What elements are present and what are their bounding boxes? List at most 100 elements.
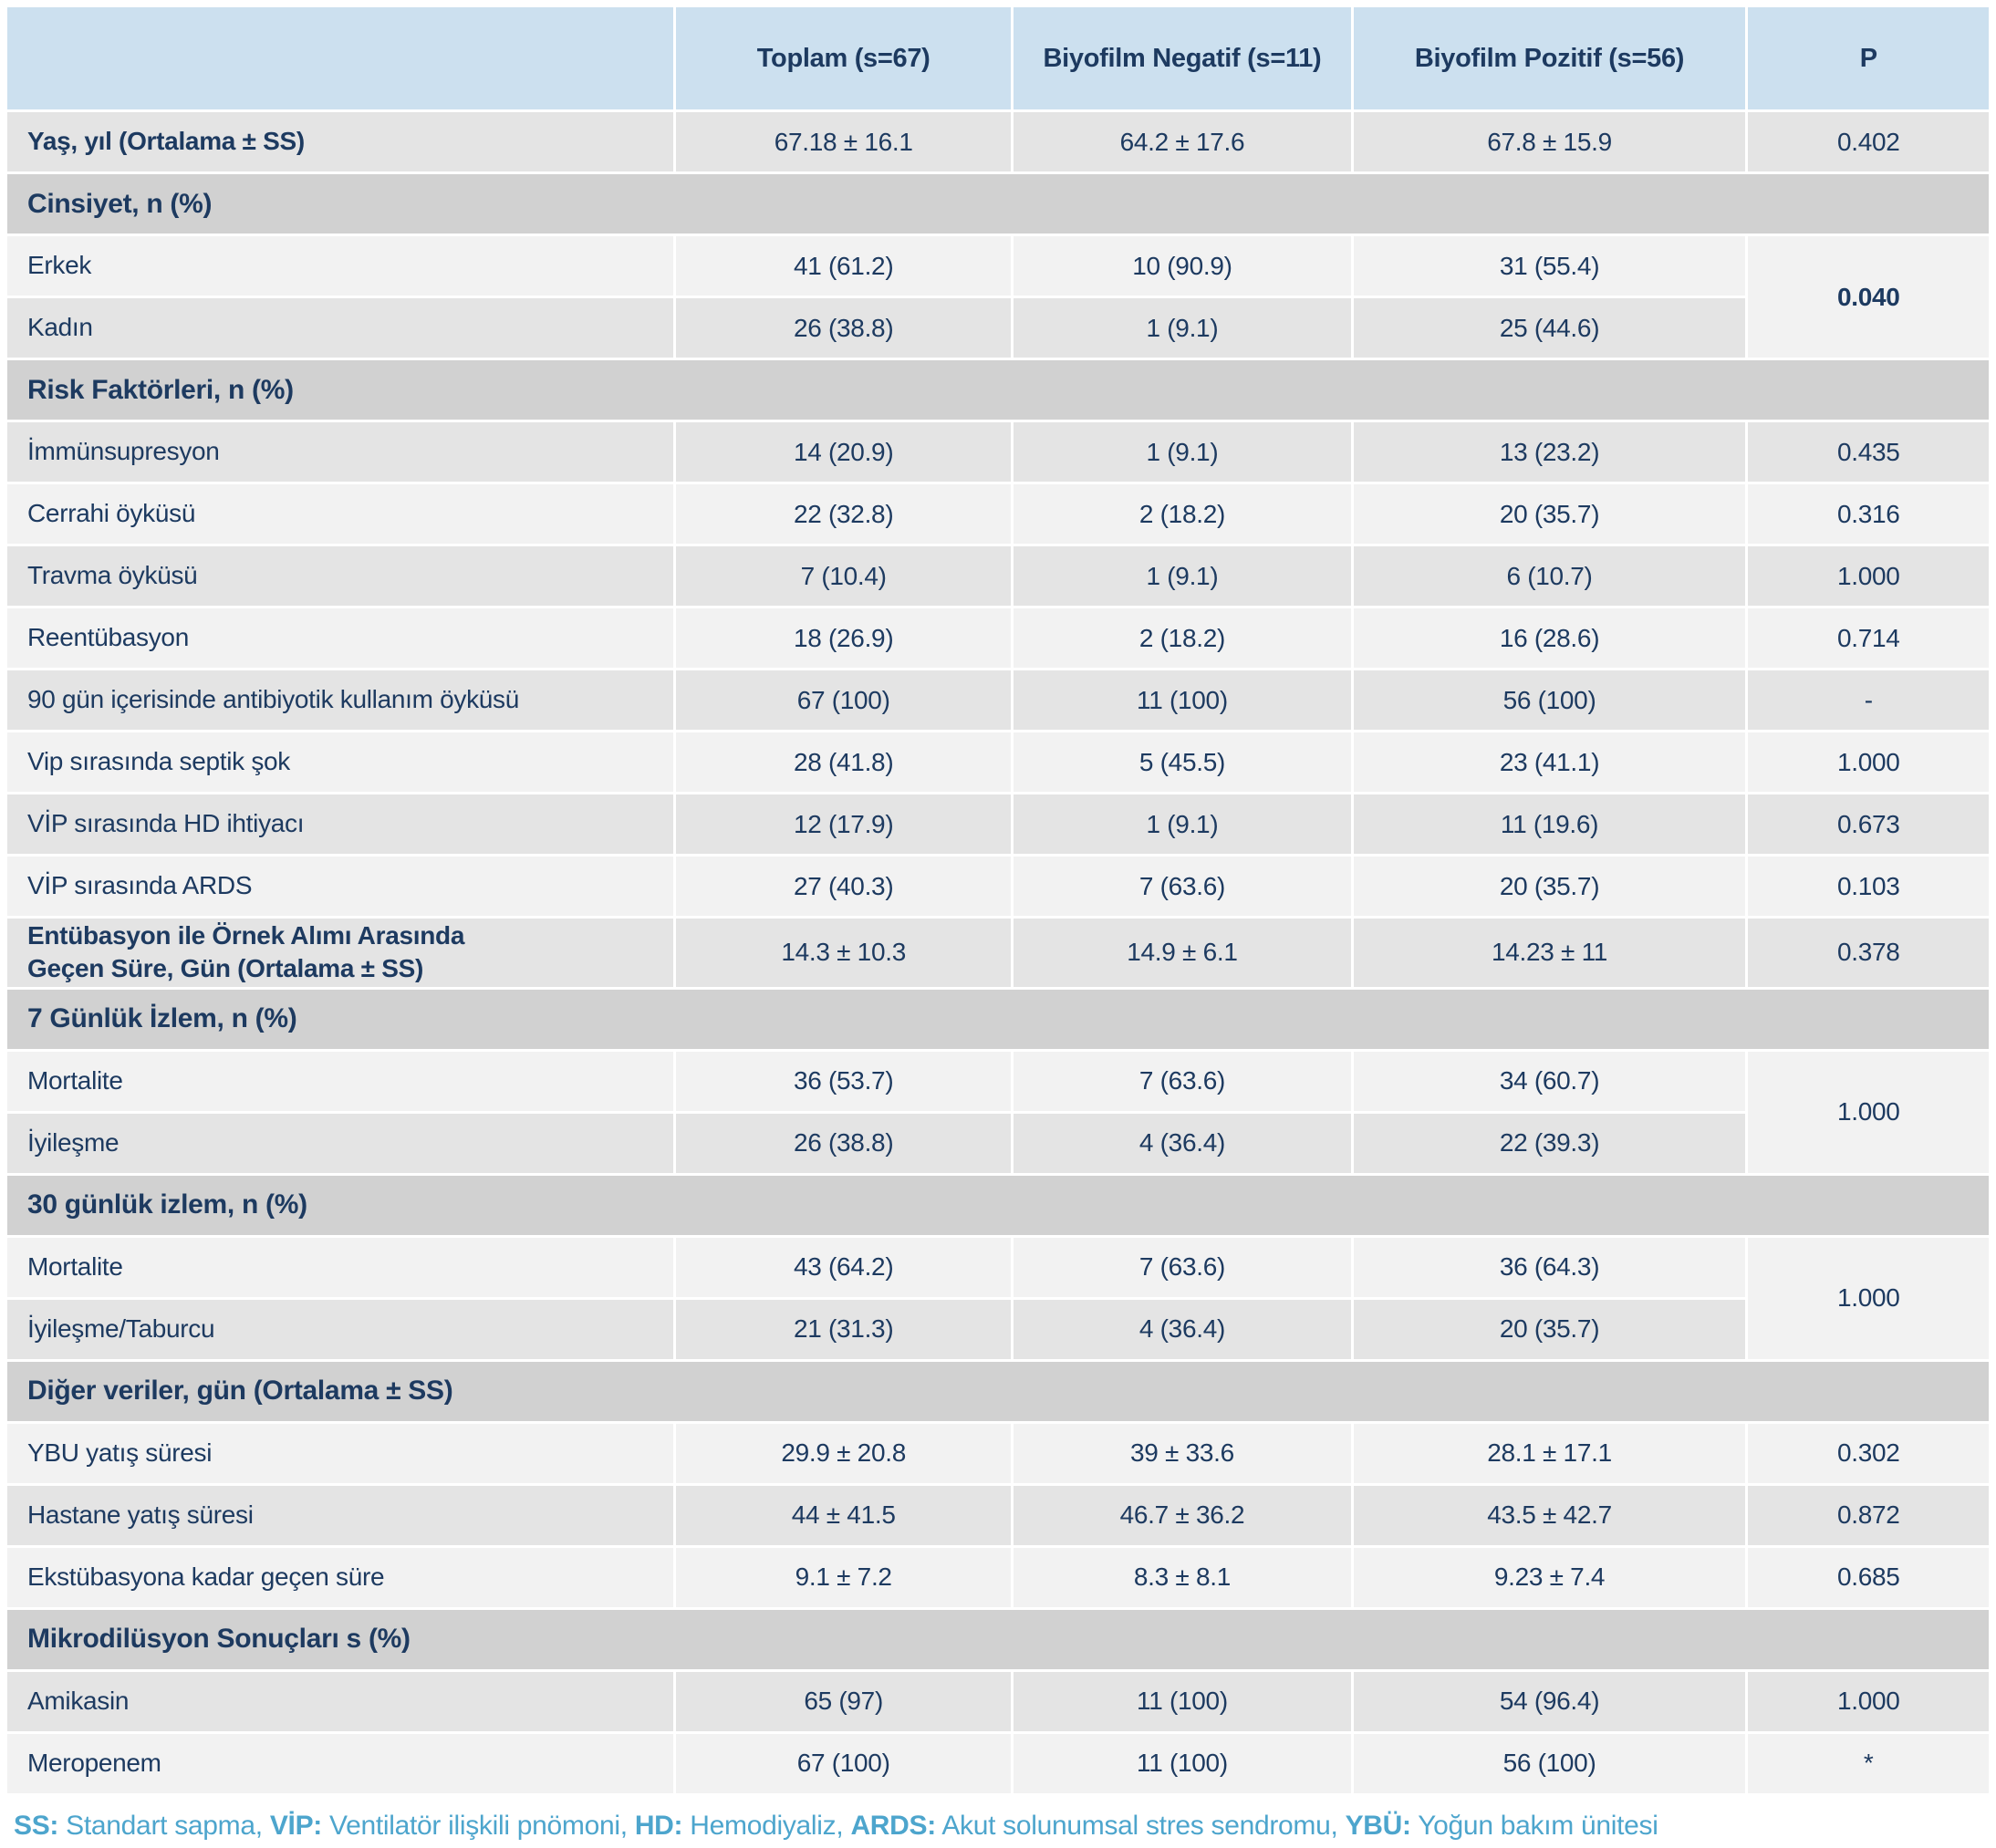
value-cell: 39 ± 33.6	[1014, 1423, 1351, 1483]
abbreviation-term: ARDS:	[850, 1810, 936, 1841]
value-cell: 11 (100)	[1014, 670, 1351, 730]
row-label: İmmünsupresyon	[7, 422, 674, 482]
abbreviation-term: YBÜ:	[1345, 1810, 1411, 1841]
value-cell: 8.3 ± 8.1	[1014, 1547, 1351, 1607]
table-row: Entübasyon ile Örnek Alımı Arasında Geçe…	[7, 919, 1989, 987]
abbreviation-term: SS:	[14, 1810, 59, 1841]
row-label: 90 gün içerisinde antibiyotik kullanım ö…	[7, 670, 674, 730]
section-header: Mikrodilüsyon Sonuçları s (%)	[7, 1609, 1989, 1669]
table-row: Erkek 41 (61.2) 10 (90.9) 31 (55.4) 0.040	[7, 236, 1989, 358]
p-value-cell: 1.000	[1748, 1051, 1989, 1173]
abbreviations-footnote: SS: Standart sapma, VİP: Ventilatör iliş…	[5, 1796, 1991, 1842]
value-cell: 56 (100)	[1353, 670, 1746, 730]
value-cell: 13 (23.2)	[1353, 422, 1746, 482]
value-cell: 12 (17.9)	[676, 794, 1012, 854]
value-cell: 6 (10.7)	[1353, 546, 1746, 606]
row-label: Travma öyküsü	[7, 546, 674, 606]
row-label: Meropenem	[7, 1733, 674, 1793]
section-header-row: Risk Faktörleri, n (%)	[7, 360, 1989, 420]
section-header: 30 günlük izlem, n (%)	[7, 1175, 1989, 1235]
table-header: Toplam (s=67) Biyofilm Negatif (s=11) Biyo…	[7, 7, 1989, 109]
value-cell: 41 (61.2)	[676, 236, 1012, 296]
table-row: Mortalite 43 (64.2) 7 (63.6) 36 (64.3) 1.000	[7, 1237, 1989, 1359]
value-cell: 22 (32.8)	[676, 484, 1012, 544]
value-cell: 26 (38.8)	[676, 298, 1012, 358]
p-value-cell: 0.402	[1748, 112, 1989, 171]
value-cell: 14.3 ± 10.3	[676, 919, 1012, 987]
value-cell: 36 (64.3)	[1353, 1237, 1746, 1297]
abbreviation-definition: Ventilatör ilişkili pnömoni,	[321, 1810, 635, 1841]
table-row: VİP sırasında HD ihtiyacı 12 (17.9) 1 (9.1…	[7, 794, 1989, 854]
row-label: Mortalite	[7, 1237, 674, 1297]
table-row: Kadın 26 (38.8) 1 (9.1) 25 (44.6)	[7, 298, 1989, 358]
p-value-cell: 0.040	[1748, 236, 1989, 358]
p-value-cell: 0.316	[1748, 484, 1989, 544]
value-cell: 4 (36.4)	[1014, 1113, 1351, 1173]
table-row: Meropenem 67 (100) 11 (100) 56 (100) *	[7, 1733, 1989, 1793]
section-header-row: 7 Günlük İzlem, n (%)	[7, 989, 1989, 1049]
table-row: Mortalite 36 (53.7) 7 (63.6) 34 (60.7) 1.000	[7, 1051, 1989, 1173]
results-table: Toplam (s=67) Biyofilm Negatif (s=11) Biyo…	[5, 5, 1991, 1796]
value-cell: 67 (100)	[676, 670, 1012, 730]
column-header: Biyofilm Negatif (s=11)	[1014, 7, 1351, 109]
value-cell: 26 (38.8)	[676, 1113, 1012, 1173]
section-header-row: Diğer veriler, gün (Ortalama ± SS)	[7, 1361, 1989, 1421]
table-body: Yaş, yıl (Ortalama ± SS) 67.18 ± 16.1 64.2…	[7, 112, 1989, 1793]
value-cell: 56 (100)	[1353, 1733, 1746, 1793]
p-value-cell: -	[1748, 670, 1989, 730]
value-cell: 20 (35.7)	[1353, 484, 1746, 544]
value-cell: 1 (9.1)	[1014, 546, 1351, 606]
value-cell: 43.5 ± 42.7	[1353, 1485, 1746, 1545]
value-cell: 11 (100)	[1014, 1733, 1351, 1793]
row-label: YBU yatış süresi	[7, 1423, 674, 1483]
value-cell: 44 ± 41.5	[676, 1485, 1012, 1545]
abbreviation-definition: Akut solunumsal stres sendromu,	[935, 1810, 1346, 1841]
section-header: 7 Günlük İzlem, n (%)	[7, 989, 1989, 1049]
value-cell: 54 (96.4)	[1353, 1671, 1746, 1731]
p-value-cell: 0.302	[1748, 1423, 1989, 1483]
row-label: Mortalite	[7, 1051, 674, 1111]
row-label: Ekstübasyona kadar geçen süre	[7, 1547, 674, 1607]
value-cell: 46.7 ± 36.2	[1014, 1485, 1351, 1545]
value-cell: 18 (26.9)	[676, 608, 1012, 668]
section-header: Risk Faktörleri, n (%)	[7, 360, 1989, 420]
p-value-cell: *	[1748, 1733, 1989, 1793]
section-header-row: 30 günlük izlem, n (%)	[7, 1175, 1989, 1235]
section-header-row: Cinsiyet, n (%)	[7, 174, 1989, 234]
row-label: Yaş, yıl (Ortalama ± SS)	[7, 112, 674, 171]
value-cell: 31 (55.4)	[1353, 236, 1746, 296]
value-cell: 22 (39.3)	[1353, 1113, 1746, 1173]
value-cell: 67.8 ± 15.9	[1353, 112, 1746, 171]
value-cell: 7 (63.6)	[1014, 1051, 1351, 1111]
value-cell: 4 (36.4)	[1014, 1299, 1351, 1359]
row-label: İyileşme/Taburcu	[7, 1299, 674, 1359]
table-row: YBU yatış süresi 29.9 ± 20.8 39 ± 33.6 28.1…	[7, 1423, 1989, 1483]
section-header: Diğer veriler, gün (Ortalama ± SS)	[7, 1361, 1989, 1421]
p-value-cell: 1.000	[1748, 732, 1989, 792]
column-header: Biyofilm Pozitif (s=56)	[1353, 7, 1746, 109]
row-label: Entübasyon ile Örnek Alımı Arasında Geçe…	[7, 919, 674, 987]
value-cell: 34 (60.7)	[1353, 1051, 1746, 1111]
value-cell: 43 (64.2)	[676, 1237, 1012, 1297]
section-header-row: Mikrodilüsyon Sonuçları s (%)	[7, 1609, 1989, 1669]
value-cell: 14.9 ± 6.1	[1014, 919, 1351, 987]
value-cell: 11 (100)	[1014, 1671, 1351, 1731]
row-label: Erkek	[7, 236, 674, 296]
p-value-cell: 1.000	[1748, 1671, 1989, 1731]
value-cell: 27 (40.3)	[676, 857, 1012, 916]
p-value-cell: 1.000	[1748, 546, 1989, 606]
value-cell: 9.23 ± 7.4	[1353, 1547, 1746, 1607]
value-cell: 64.2 ± 17.6	[1014, 112, 1351, 171]
p-value-cell: 0.673	[1748, 794, 1989, 854]
table-row: Travma öyküsü 7 (10.4) 1 (9.1) 6 (10.7) 1.00…	[7, 546, 1989, 606]
value-cell: 10 (90.9)	[1014, 236, 1351, 296]
table-row: 90 gün içerisinde antibiyotik kullanım ö…	[7, 670, 1989, 730]
row-label: Amikasin	[7, 1671, 674, 1731]
corner-cell	[7, 7, 674, 109]
column-header: Toplam (s=67)	[676, 7, 1012, 109]
value-cell: 67 (100)	[676, 1733, 1012, 1793]
table-row: İmmünsupresyon 14 (20.9) 1 (9.1) 13 (23.2) 0…	[7, 422, 1989, 482]
table-row: Amikasin 65 (97) 11 (100) 54 (96.4) 1.000	[7, 1671, 1989, 1731]
value-cell: 28 (41.8)	[676, 732, 1012, 792]
